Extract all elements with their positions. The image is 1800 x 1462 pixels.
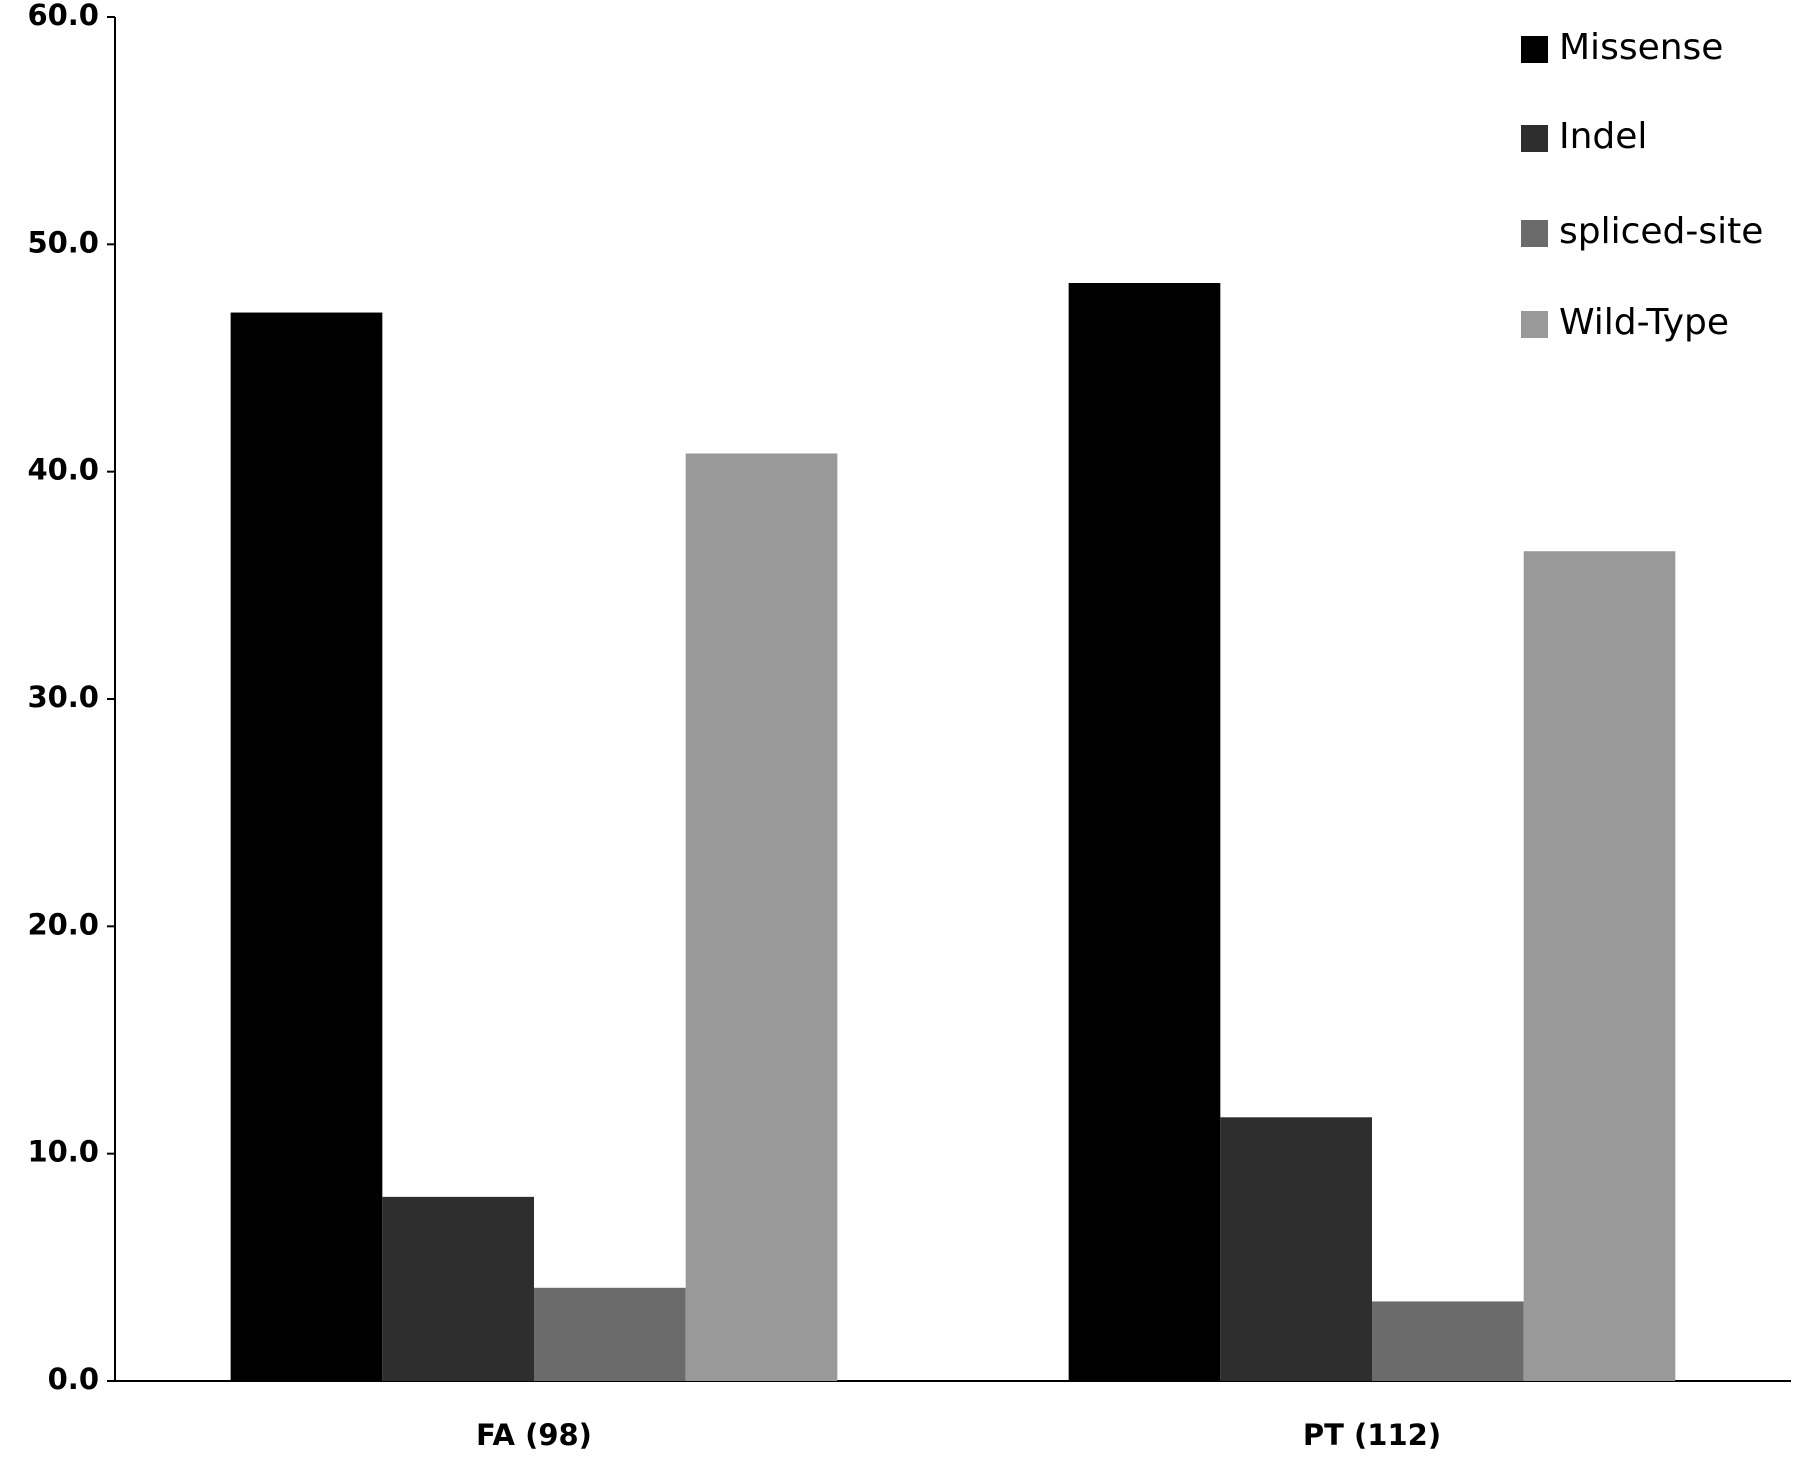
bar (534, 1287, 686, 1381)
y-tick-label: 0.0 (48, 1362, 99, 1396)
legend-swatch (1521, 125, 1548, 152)
y-tick-label: 40.0 (27, 453, 99, 487)
legend-swatch (1521, 311, 1548, 338)
y-tick-label: 20.0 (27, 907, 99, 941)
x-tick-label: PT (112) (1303, 1418, 1441, 1452)
x-tick-label: FA (98) (476, 1418, 592, 1452)
legend-label: Missense (1559, 27, 1723, 68)
bar (1523, 551, 1676, 1381)
bar (1372, 1301, 1524, 1381)
legend-swatch (1521, 36, 1548, 63)
y-tick-label: 50.0 (27, 225, 99, 259)
legend-label: Indel (1559, 116, 1647, 157)
y-tick-label: 60.0 (27, 0, 99, 32)
legend-label: spliced-site (1559, 211, 1763, 252)
bar (1220, 1117, 1372, 1381)
legend-label: Wild-Type (1559, 302, 1729, 343)
y-tick-label: 10.0 (27, 1135, 99, 1169)
bar (685, 453, 838, 1382)
bar (382, 1196, 534, 1381)
y-tick-label: 30.0 (27, 680, 99, 714)
bar (1068, 282, 1221, 1382)
bar (230, 312, 383, 1381)
legend-swatch (1521, 220, 1548, 247)
